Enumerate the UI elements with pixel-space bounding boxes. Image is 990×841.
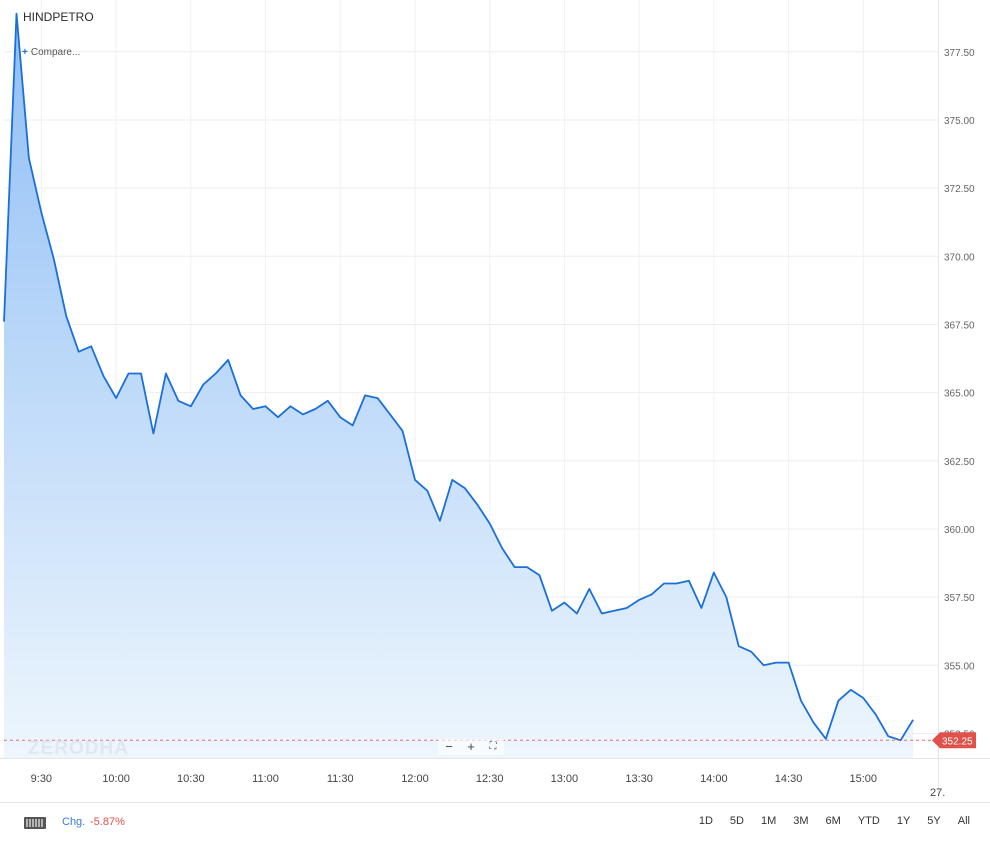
range-5y[interactable]: 5Y bbox=[927, 815, 941, 827]
range-3m[interactable]: 3M bbox=[793, 815, 809, 827]
zoom-out-button[interactable]: − bbox=[438, 739, 460, 755]
x-tick-label: 12:30 bbox=[476, 773, 504, 785]
x-tick-label: 15:00 bbox=[850, 773, 878, 785]
x-tick-label: 9:30 bbox=[31, 773, 52, 785]
x-tick-label: 10:00 bbox=[102, 773, 130, 785]
watermark-logo: ZERODHA bbox=[28, 738, 129, 759]
x-tick-label: 13:00 bbox=[551, 773, 579, 785]
x-tick-label: 12:00 bbox=[401, 773, 429, 785]
x-tick-label: 13:30 bbox=[625, 773, 653, 785]
fullscreen-button[interactable]: ⛶ bbox=[482, 739, 504, 755]
range-6m[interactable]: 6M bbox=[825, 815, 841, 827]
y-tick-label: 360.00 bbox=[944, 525, 975, 536]
change-value: -5.87% bbox=[90, 816, 125, 828]
bottom-toolbar: Chg. -5.87% 1D 5D 1M 3M 6M YTD 1Y 5Y All bbox=[0, 802, 990, 841]
x-tick-label: 14:00 bbox=[700, 773, 728, 785]
y-tick-label: 357.50 bbox=[944, 593, 975, 604]
compare-button[interactable]: + Compare... bbox=[22, 47, 80, 58]
y-tick-label: 355.00 bbox=[944, 661, 975, 672]
change-label: Chg. bbox=[62, 816, 86, 828]
zoom-in-button[interactable]: + bbox=[460, 739, 482, 755]
plus-icon: + bbox=[22, 47, 28, 58]
symbol-title: HINDPETRO bbox=[23, 10, 94, 24]
range-1d[interactable]: 1D bbox=[698, 815, 713, 827]
x-tick-label: 10:30 bbox=[177, 773, 205, 785]
x-tick-label: 27. bbox=[930, 787, 945, 799]
range-selector: 1D 5D 1M 3M 6M YTD 1Y 5Y All bbox=[682, 815, 970, 827]
y-tick-label: 377.50 bbox=[944, 48, 975, 59]
price-area bbox=[4, 13, 914, 759]
y-tick-label: 375.00 bbox=[944, 116, 975, 127]
x-tick-label: 14:30 bbox=[775, 773, 803, 785]
range-5d[interactable]: 5D bbox=[729, 815, 744, 827]
range-1y[interactable]: 1Y bbox=[896, 815, 911, 827]
range-ytd[interactable]: YTD bbox=[857, 815, 880, 827]
price-chart[interactable]: 352.50355.00357.50360.00362.50365.00367.… bbox=[0, 0, 990, 800]
keyboard-icon[interactable] bbox=[24, 817, 46, 829]
x-tick-label: 11:30 bbox=[327, 773, 354, 785]
range-all[interactable]: All bbox=[957, 815, 970, 827]
range-1m[interactable]: 1M bbox=[760, 815, 777, 827]
zoom-controls: − + ⛶ bbox=[438, 739, 504, 755]
y-tick-label: 372.50 bbox=[944, 184, 975, 195]
y-tick-label: 367.50 bbox=[944, 320, 975, 331]
last-price-tag bbox=[932, 732, 976, 749]
y-tick-label: 370.00 bbox=[944, 252, 975, 263]
compare-label: Compare... bbox=[30, 47, 81, 58]
y-tick-label: 362.50 bbox=[944, 457, 975, 468]
last-price-value: 352.25 bbox=[942, 736, 973, 747]
x-tick-label: 11:00 bbox=[252, 773, 279, 785]
price-line bbox=[3, 12, 914, 742]
y-tick-label: 365.00 bbox=[944, 389, 975, 400]
